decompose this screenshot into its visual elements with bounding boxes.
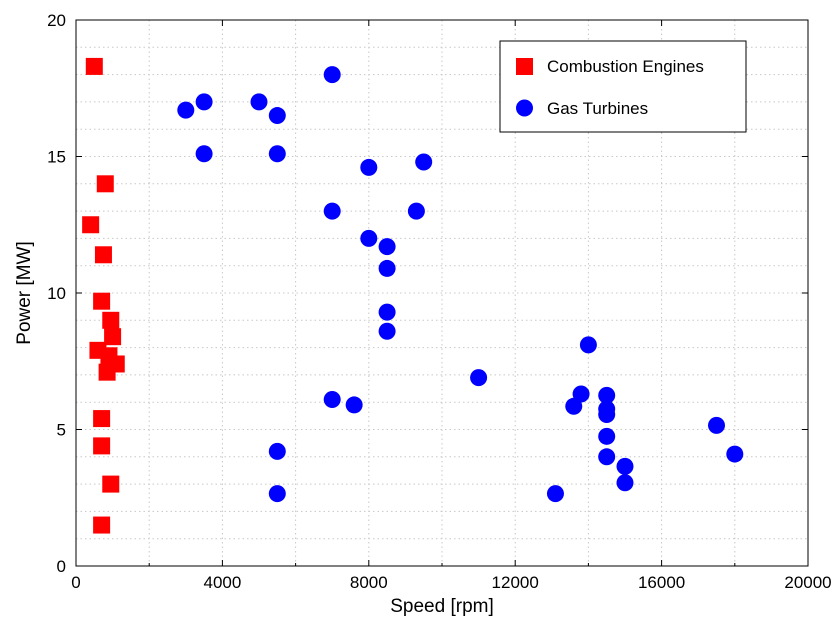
point-gas-turbines — [546, 485, 564, 503]
point-gas-turbines — [378, 303, 396, 321]
point-combustion-engines — [96, 175, 114, 193]
point-gas-turbines — [360, 158, 378, 176]
point-combustion-engines — [93, 516, 111, 534]
point-gas-turbines — [378, 322, 396, 340]
legend: Combustion Engines Gas Turbines — [499, 40, 747, 133]
x-tick-labels: 0 4000 8000 12000 16000 20000 — [71, 573, 831, 592]
point-gas-turbines — [598, 427, 616, 445]
point-gas-turbines — [323, 202, 341, 220]
point-gas-turbines — [407, 202, 425, 220]
point-gas-turbines — [360, 229, 378, 247]
point-gas-turbines — [579, 336, 597, 354]
point-combustion-engines — [93, 410, 111, 428]
y-tick-label: 20 — [47, 11, 66, 30]
point-combustion-engines — [82, 216, 100, 234]
point-gas-turbines — [598, 448, 616, 466]
point-gas-turbines — [268, 145, 286, 163]
point-gas-turbines — [572, 385, 590, 403]
point-combustion-engines — [102, 475, 120, 493]
point-gas-turbines — [177, 101, 195, 119]
axis-ticks — [75, 19, 809, 567]
point-gas-turbines — [268, 485, 286, 503]
point-combustion-engines — [93, 437, 111, 455]
y-axis-title: Power [MW] — [14, 241, 35, 344]
point-gas-turbines — [470, 369, 488, 387]
point-gas-turbines — [378, 259, 396, 277]
grid — [76, 20, 808, 566]
point-gas-turbines — [565, 397, 583, 415]
legend-marker-combustion-engines — [516, 58, 533, 75]
point-gas-turbines — [598, 386, 616, 404]
point-combustion-engines — [93, 292, 111, 310]
point-gas-turbines — [195, 145, 213, 163]
legend-box — [499, 40, 747, 133]
x-tick-label: 0 — [71, 573, 80, 592]
point-combustion-engines — [98, 363, 116, 381]
x-axis-title: Speed [rpm] — [390, 596, 494, 617]
x-tick-label: 8000 — [350, 573, 388, 592]
point-gas-turbines — [195, 93, 213, 111]
y-tick-label: 15 — [47, 148, 66, 167]
y-tick-label: 0 — [57, 557, 66, 576]
data-points — [82, 57, 744, 534]
point-gas-turbines — [726, 445, 744, 463]
y-tick-label: 5 — [57, 421, 66, 440]
legend-label-combustion-engines: Combustion Engines — [547, 57, 704, 76]
x-tick-label: 12000 — [492, 573, 539, 592]
point-gas-turbines — [323, 390, 341, 408]
x-tick-label: 16000 — [638, 573, 685, 592]
legend-label-gas-turbines: Gas Turbines — [547, 99, 648, 118]
y-tick-label: 10 — [47, 284, 66, 303]
x-tick-label: 4000 — [203, 573, 241, 592]
point-gas-turbines — [345, 396, 363, 414]
point-gas-turbines — [268, 442, 286, 460]
point-gas-turbines — [250, 93, 268, 111]
point-combustion-engines — [102, 311, 120, 329]
point-gas-turbines — [415, 153, 433, 171]
y-tick-labels: 0 5 10 15 20 — [47, 11, 66, 576]
legend-marker-gas-turbines — [516, 99, 533, 117]
point-gas-turbines — [616, 474, 634, 492]
point-gas-turbines — [268, 107, 286, 125]
point-gas-turbines — [708, 416, 725, 434]
x-tick-label: 20000 — [784, 573, 831, 592]
point-gas-turbines — [616, 457, 634, 475]
point-combustion-engines — [104, 328, 122, 346]
point-gas-turbines — [323, 66, 341, 84]
point-gas-turbines — [598, 405, 616, 423]
point-gas-turbines — [378, 238, 396, 256]
point-combustion-engines — [94, 246, 112, 264]
point-combustion-engines — [85, 57, 103, 75]
